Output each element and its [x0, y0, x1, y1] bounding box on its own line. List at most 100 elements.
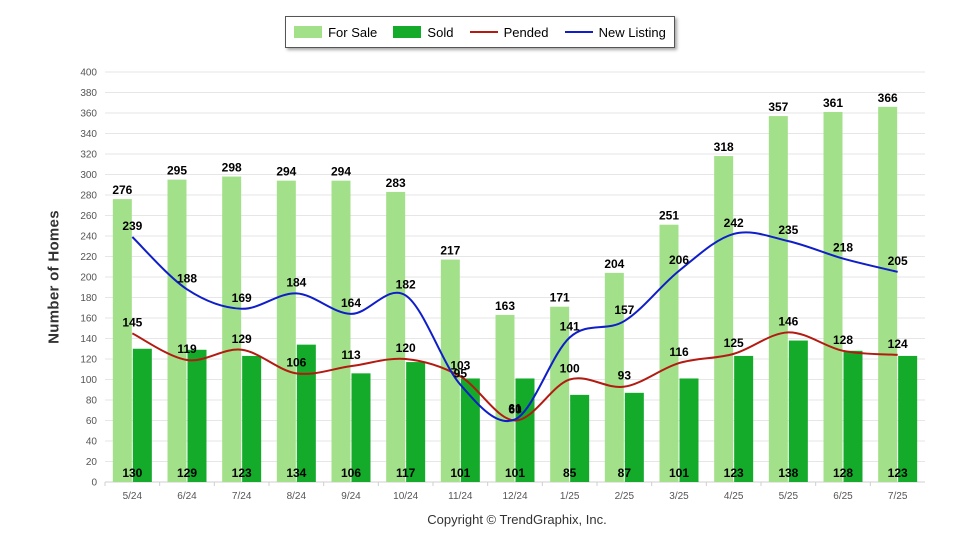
- label-sold: 106: [341, 466, 361, 480]
- label-sold: 85: [563, 466, 577, 480]
- label-new-listing: 61: [508, 401, 522, 415]
- label-sold: 101: [505, 466, 525, 480]
- y-tick-label: 280: [80, 191, 97, 202]
- bar-sold: [132, 348, 152, 482]
- label-for-sale: 298: [222, 161, 242, 175]
- label-sold: 117: [396, 466, 416, 480]
- y-tick-label: 160: [80, 314, 97, 325]
- label-for-sale: 366: [878, 91, 898, 105]
- bar-sold: [679, 378, 699, 482]
- bar-for-sale: [331, 180, 351, 482]
- label-pended: 93: [618, 369, 632, 383]
- legend: For Sale Sold Pended New Listing: [285, 16, 675, 48]
- series-lines: [131, 231, 898, 423]
- bar-sold: [460, 378, 480, 482]
- label-new-listing: 218: [833, 241, 853, 255]
- x-tick-label: 5/24: [123, 491, 143, 502]
- label-pended: 128: [833, 333, 853, 347]
- label-for-sale: 276: [112, 183, 132, 197]
- label-for-sale: 171: [550, 291, 570, 305]
- label-pended: 100: [560, 362, 580, 376]
- y-tick-label: 240: [80, 232, 97, 243]
- x-tick-label: 7/25: [888, 491, 908, 502]
- x-tick-label: 10/24: [393, 491, 418, 502]
- label-sold: 128: [833, 466, 853, 480]
- bar-sold: [296, 344, 316, 482]
- y-tick-label: 380: [80, 88, 97, 99]
- y-axis-title: Number of Homes: [45, 210, 63, 344]
- label-sold: 87: [618, 466, 632, 480]
- x-tick-label: 7/24: [232, 491, 252, 502]
- label-new-listing: 164: [341, 296, 361, 310]
- label-sold: 123: [724, 466, 744, 480]
- label-sold: 138: [778, 466, 798, 480]
- y-tick-label: 180: [80, 293, 97, 304]
- label-new-listing: 206: [669, 253, 689, 267]
- y-tick-label: 40: [86, 437, 98, 448]
- legend-swatch-pended: [469, 31, 498, 33]
- x-tick-label: 6/24: [177, 491, 197, 502]
- label-for-sale: 294: [276, 165, 296, 179]
- y-tick-label: 260: [80, 211, 97, 222]
- copyright-text: Copyright © TrendGraphix, Inc.: [427, 512, 607, 527]
- y-tick-label: 120: [80, 355, 97, 366]
- label-new-listing: 95: [454, 367, 468, 381]
- y-tick-label: 140: [80, 334, 97, 345]
- legend-label-new-listing: New Listing: [598, 24, 666, 40]
- bar-for-sale: [823, 111, 843, 482]
- label-for-sale: 163: [495, 299, 515, 313]
- grid-lines: [105, 71, 925, 483]
- legend-swatch-for-sale: [294, 26, 323, 38]
- label-new-listing: 239: [122, 219, 142, 233]
- label-pended: 125: [724, 336, 744, 350]
- bar-for-sale: [495, 314, 515, 482]
- label-sold: 130: [122, 466, 142, 480]
- legend-label-sold: Sold: [427, 24, 454, 40]
- label-pended: 60: [508, 403, 522, 417]
- bar-sold: [187, 349, 207, 482]
- label-new-listing: 157: [614, 303, 634, 317]
- x-tick-label: 11/24: [448, 491, 473, 502]
- bar-for-sale: [550, 306, 570, 482]
- legend-swatch-sold: [393, 26, 422, 38]
- label-new-listing: 205: [888, 254, 908, 268]
- label-new-listing: 169: [232, 291, 252, 305]
- y-tick-label: 300: [80, 170, 97, 181]
- label-for-sale: 204: [604, 257, 624, 271]
- label-pended: 120: [396, 341, 416, 355]
- x-tick-label: 4/25: [724, 491, 744, 502]
- label-sold: 123: [232, 466, 252, 480]
- legend-swatch-new-listing: [564, 31, 593, 33]
- line-new-listing: [131, 231, 898, 423]
- label-for-sale: 357: [768, 100, 788, 114]
- x-tick-label: 3/25: [669, 491, 689, 502]
- label-pended: 119: [177, 342, 197, 356]
- bar-for-sale: [768, 116, 788, 482]
- bar-sold: [843, 350, 863, 482]
- label-sold: 134: [286, 466, 306, 480]
- x-tick-label: 1/25: [560, 491, 580, 502]
- label-pended: 116: [669, 345, 689, 359]
- legend-item-sold: Sold: [393, 25, 453, 40]
- bar-sold: [788, 340, 808, 482]
- bar-for-sale: [659, 224, 679, 482]
- data-labels: 276 130 295 129 298 123 294 134 294 106 283 117 217 1…: [112, 91, 908, 480]
- bar-for-sale: [714, 156, 734, 483]
- bar-for-sale: [386, 191, 406, 483]
- x-tick-label: 12/24: [502, 491, 527, 502]
- y-tick-label: 220: [80, 252, 97, 263]
- y-tick-label: 20: [86, 457, 98, 468]
- x-axis-ticks: 5/24 6/24 7/24 8/24 9/24 10/24 11/24 12/24 1/25 2…: [104, 482, 908, 502]
- bar-sold: [898, 355, 918, 482]
- label-pended: 113: [341, 348, 361, 362]
- label-for-sale: 295: [167, 164, 187, 178]
- bar-sold: [570, 394, 590, 482]
- y-tick-label: 320: [80, 150, 97, 161]
- bar-sold: [351, 373, 371, 482]
- y-tick-label: 340: [80, 129, 97, 140]
- bars: [112, 106, 918, 483]
- label-for-sale: 217: [440, 244, 460, 258]
- bar-for-sale: [167, 179, 187, 482]
- label-new-listing: 188: [177, 271, 197, 285]
